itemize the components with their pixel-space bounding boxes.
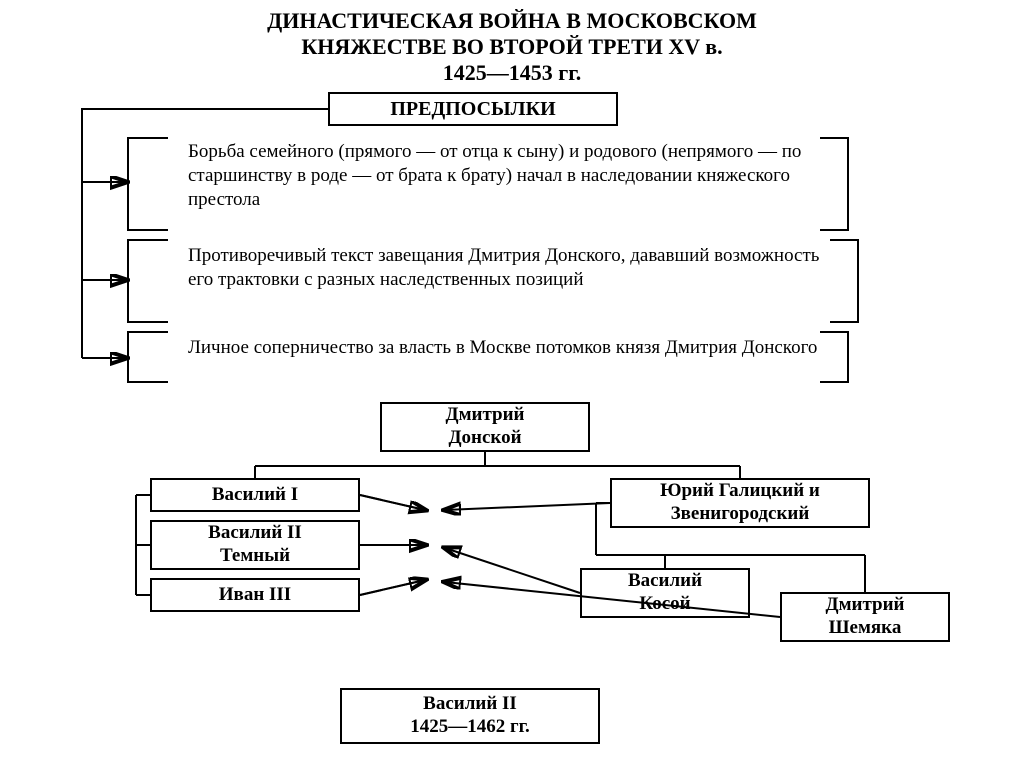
node-vasily-2-temny: Василий II Темный bbox=[150, 520, 360, 570]
node-dmitry-donskoy: Дмитрий Донской bbox=[380, 402, 590, 452]
title-line2: КНЯЖЕСТВЕ ВО ВТОРОЙ ТРЕТИ XV в. bbox=[0, 34, 1024, 60]
precondition-item-3: Личное соперничество за власть в Москве … bbox=[188, 336, 828, 360]
precondition-item-1: Борьба семейного (прямого — от отца к сы… bbox=[188, 140, 828, 211]
preconditions-header-text: ПРЕДПОСЫЛКИ bbox=[390, 97, 555, 121]
node-dmitry-shemyaka: Дмитрий Шемяка bbox=[780, 592, 950, 642]
node-vasily-1: Василий I bbox=[150, 478, 360, 512]
title-line3: 1425—1453 гг. bbox=[0, 60, 1024, 86]
node-ivan-3: Иван III bbox=[150, 578, 360, 612]
node-vasily-2-dates: Василий II 1425—1462 гг. bbox=[340, 688, 600, 744]
diagram-title: ДИНАСТИЧЕСКАЯ ВОЙНА В МОСКОВСКОМ КНЯЖЕСТ… bbox=[0, 8, 1024, 86]
node-yury-galitsky: Юрий Галицкий и Звенигородский bbox=[610, 478, 870, 528]
precondition-item-2: Противоречивый текст завещания Дмитрия Д… bbox=[188, 244, 838, 292]
title-line1: ДИНАСТИЧЕСКАЯ ВОЙНА В МОСКОВСКОМ bbox=[0, 8, 1024, 34]
node-vasily-kosoy: Василий Косой bbox=[580, 568, 750, 618]
preconditions-header: ПРЕДПОСЫЛКИ bbox=[328, 92, 618, 126]
